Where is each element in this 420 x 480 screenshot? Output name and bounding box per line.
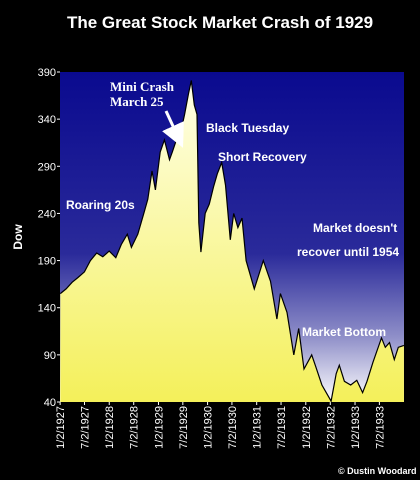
y-tick-label: 140	[38, 303, 56, 315]
x-tick-label: 1/2/1931	[252, 406, 264, 449]
annotation-recover-until-1954: recover until 1954	[297, 245, 399, 259]
y-tick-label: 90	[44, 350, 56, 362]
x-tick-label: 7/2/1930	[227, 406, 239, 449]
x-tick-label: 1/2/1928	[104, 406, 116, 449]
dow-area-fill	[60, 80, 404, 402]
annotation-roaring-20s: Roaring 20s	[66, 198, 135, 212]
annotation-arrow	[162, 110, 184, 148]
x-tick-label: 7/2/1933	[374, 406, 386, 449]
annotation-market-doesnt: Market doesn't	[313, 221, 397, 235]
annotation-market-bottom: Market Bottom	[302, 325, 386, 339]
y-axis-label: Dow	[11, 224, 25, 250]
x-tick-label: 1/2/1930	[203, 406, 215, 449]
x-tick-labels: 1/2/1927 7/2/1927 1/2/1928 7/2/1928 1/2/1929…	[55, 406, 386, 449]
annotation-march-25: March 25	[110, 94, 164, 109]
dow-line	[59, 80, 405, 403]
annotation-mini-crash: Mini Crash	[110, 79, 175, 94]
y-tick-label: 240	[38, 208, 56, 220]
x-tick-label: 7/2/1932	[325, 406, 337, 449]
x-tick-label: 7/2/1927	[80, 406, 92, 449]
tick-layer	[57, 71, 380, 405]
credit-text: © Dustin Woodard	[338, 466, 416, 476]
x-tick-label: 7/2/1929	[178, 406, 190, 449]
x-tick-label: 1/2/1933	[350, 406, 362, 449]
y-tick-label: 190	[38, 256, 56, 268]
area-layer	[59, 80, 405, 403]
annotation-short-recovery: Short Recovery	[218, 150, 307, 164]
x-tick-label: 1/2/1932	[301, 406, 313, 449]
x-tick-label: 1/2/1929	[154, 406, 166, 449]
x-tick-label: 7/2/1931	[276, 406, 288, 449]
x-tick-label: 1/2/1927	[55, 406, 67, 449]
y-tick-label: 290	[38, 161, 56, 173]
chart-title: The Great Stock Market Crash of 1929	[67, 13, 373, 32]
annotation-black-tuesday: Black Tuesday	[206, 121, 289, 135]
y-tick-label: 390	[38, 67, 56, 79]
y-tick-label: 40	[44, 397, 56, 409]
x-tick-label: 7/2/1928	[129, 406, 141, 449]
y-tick-labels: 40 90 140 190 240 290 340 390	[38, 67, 56, 409]
y-tick-label: 340	[38, 114, 56, 126]
